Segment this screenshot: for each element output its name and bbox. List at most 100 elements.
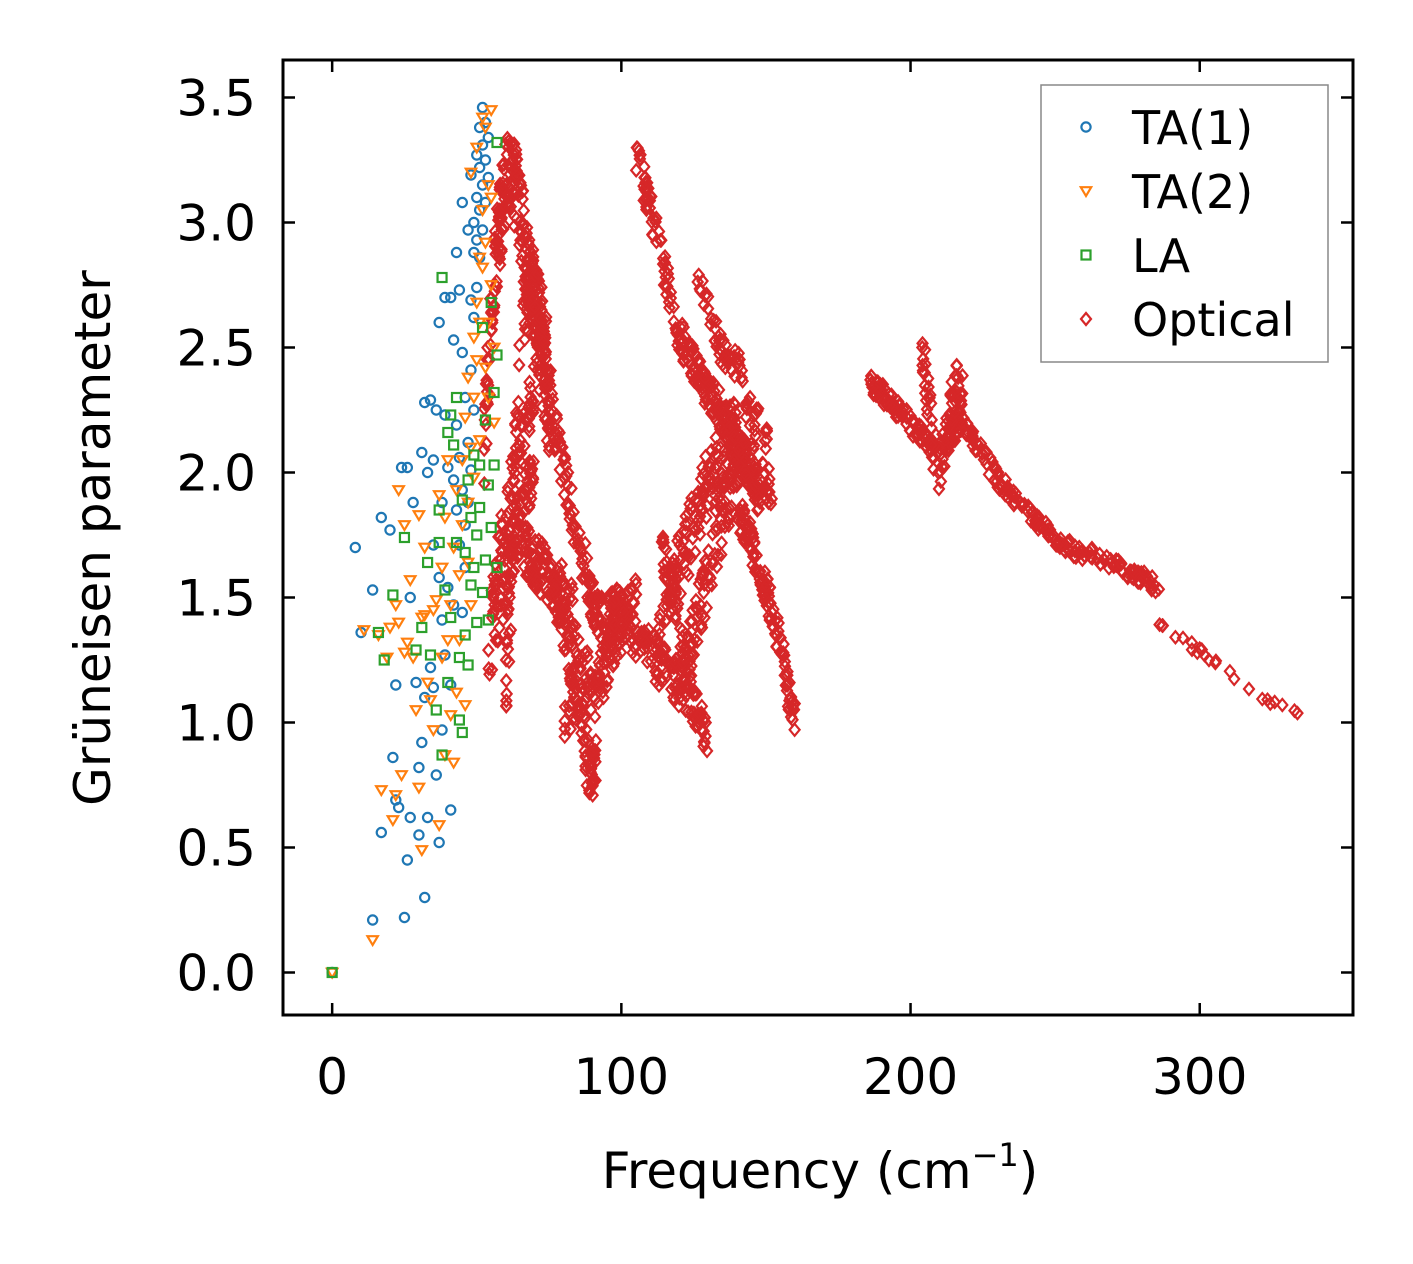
y-tick-label: 0.5 [176,820,256,878]
data-point [1097,551,1111,568]
data-point [739,409,753,425]
data-point [493,204,507,220]
data-point [485,521,497,534]
data-point [686,647,700,663]
data-point [424,394,437,406]
data-point [545,401,558,418]
data-point [404,591,416,604]
data-point [509,424,523,441]
data-point [750,401,763,417]
data-point [681,567,695,583]
data-point [750,547,764,564]
data-point [563,628,577,645]
data-point [375,511,388,524]
data-point [462,659,474,671]
data-point [533,310,547,326]
data-point [671,533,684,549]
data-point [471,281,483,294]
data-point [488,459,500,471]
data-point [569,711,583,727]
legend-marker [1080,249,1092,261]
data-point [669,320,683,337]
data-point [572,537,586,554]
data-point [715,535,729,551]
data-point [439,291,451,304]
data-point [1017,496,1031,512]
data-point [479,554,492,566]
data-point [580,777,594,794]
data-point [1190,644,1204,661]
data-point [700,286,713,302]
data-point [689,718,703,735]
data-point [563,612,577,629]
data-point [456,606,468,619]
data-point [537,328,551,344]
data-point [517,202,531,219]
data-point [663,655,677,671]
data-point [553,614,567,630]
data-point [430,704,442,716]
data-point [653,232,667,249]
data-point [465,579,477,591]
data-point [935,458,949,475]
data-point [621,583,635,599]
data-point [522,232,536,248]
data-point [563,505,576,522]
data-point [459,546,471,559]
data-point [476,224,489,236]
data-point [579,758,592,774]
data-point [710,439,724,456]
data-point [459,629,471,641]
data-point [491,136,503,149]
data-point [491,349,503,361]
data-point [639,175,653,192]
data-point [394,770,409,783]
data-point [925,412,939,428]
data-point [443,710,458,723]
data-point [970,435,983,451]
data-point [384,524,396,536]
data-point [900,416,913,432]
data-point [494,516,508,532]
data-point [433,504,445,516]
data-point [508,514,522,531]
data-point [517,558,531,575]
data-point [704,405,718,422]
data-point [579,748,593,764]
data-point [697,734,711,750]
data-point [528,299,542,315]
data-point [738,534,752,550]
data-point [1008,494,1021,510]
data-point [448,439,460,451]
data-point [433,836,445,849]
data-point [548,442,562,459]
data-point [591,670,605,687]
data-point [509,142,523,158]
data-point [493,552,507,569]
data-point [481,392,496,405]
data-point [475,262,490,275]
data-point [490,234,504,251]
data-point [537,331,551,348]
data-point [726,464,740,480]
data-point [450,246,463,259]
data-point [505,547,519,563]
data-point [975,445,989,462]
data-point [518,466,532,482]
data-point [485,296,497,309]
data-point [539,378,552,394]
data-point [468,404,480,416]
data-point [746,548,760,565]
data-point [552,560,565,576]
data-point [578,693,591,709]
data-point [660,612,673,628]
plot-marks [325,101,1304,980]
data-point [530,556,544,572]
data-point [553,438,567,455]
data-point [410,644,422,656]
data-point [400,637,415,650]
data-point [559,457,573,474]
data-point [722,419,736,436]
data-point [450,419,463,431]
